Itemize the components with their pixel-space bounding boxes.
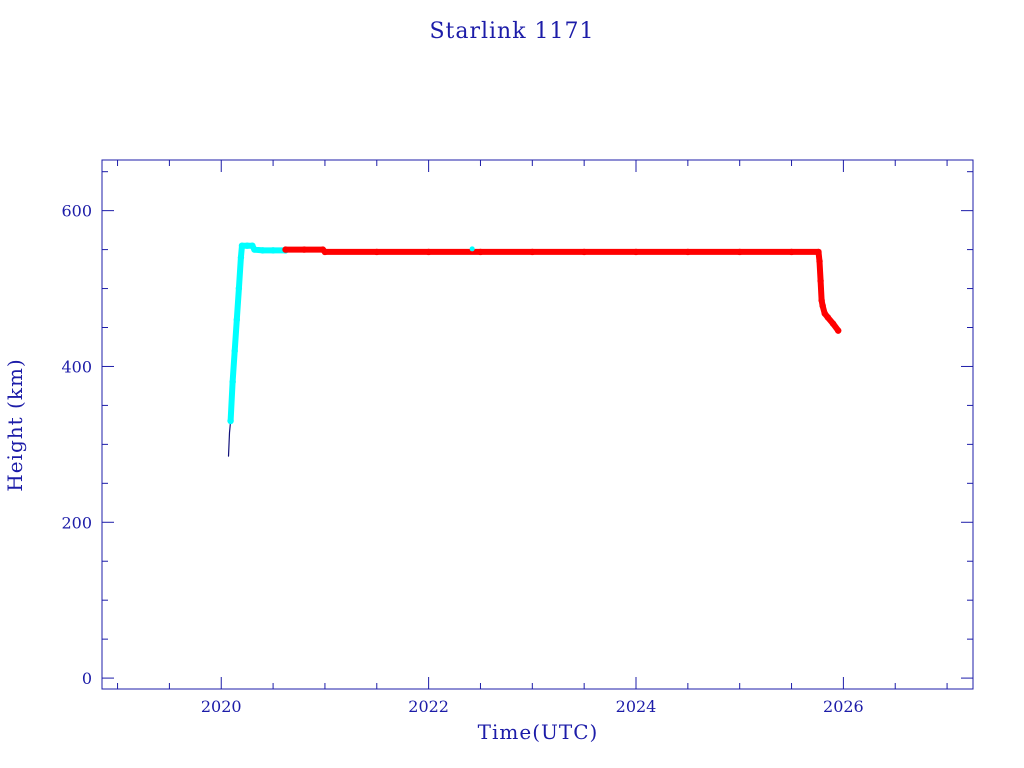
y-tick-label: 0	[82, 669, 92, 688]
y-tick-label: 400	[61, 357, 92, 376]
data-point-marker	[469, 246, 475, 252]
series-line-red	[282, 246, 842, 334]
data-point	[477, 248, 484, 256]
series-line-cyan	[227, 242, 289, 424]
x-tick-label: 2022	[408, 697, 449, 716]
data-point	[819, 302, 826, 309]
data-point	[817, 277, 824, 284]
data-point	[269, 247, 277, 254]
data-point	[235, 285, 243, 292]
data-point	[229, 378, 236, 386]
x-axis-label: Time(UTC)	[478, 720, 599, 744]
x-tick-label: 2024	[616, 697, 657, 716]
series-line-line	[227, 420, 232, 457]
data-point	[580, 248, 588, 256]
data-point	[259, 247, 266, 254]
data-point	[816, 258, 823, 265]
x-tick-label: 2026	[823, 697, 864, 716]
data-point	[788, 248, 795, 256]
data-point	[321, 248, 329, 256]
data-point	[282, 246, 289, 253]
data-point	[818, 297, 825, 304]
chart-title: Starlink 1171	[429, 19, 594, 44]
y-tick-label: 600	[61, 202, 92, 221]
y-tick-label: 200	[61, 513, 92, 532]
data-layer	[227, 242, 842, 457]
data-point	[815, 248, 822, 256]
data-point	[227, 417, 234, 425]
data-point	[425, 248, 432, 256]
tick-labels: 2020 2022 2024 2026 0 200 400 600	[61, 202, 863, 716]
data-point	[300, 246, 308, 253]
data-point	[243, 242, 251, 249]
data-point	[237, 254, 245, 261]
plot-frame	[101, 159, 974, 690]
data-point	[824, 314, 832, 321]
data-point	[251, 246, 258, 253]
x-tick-label: 2020	[201, 697, 242, 716]
data-point	[632, 248, 640, 256]
y-axis-label: Height (km)	[3, 358, 27, 491]
data-point	[231, 347, 238, 355]
data-point	[238, 242, 246, 249]
data-point	[684, 248, 692, 256]
data-point	[829, 320, 837, 327]
data-point	[233, 316, 240, 323]
axis-ticks	[102, 160, 973, 689]
data-point	[736, 248, 743, 256]
data-point	[835, 327, 842, 334]
data-point	[529, 248, 536, 256]
data-point	[373, 248, 380, 256]
